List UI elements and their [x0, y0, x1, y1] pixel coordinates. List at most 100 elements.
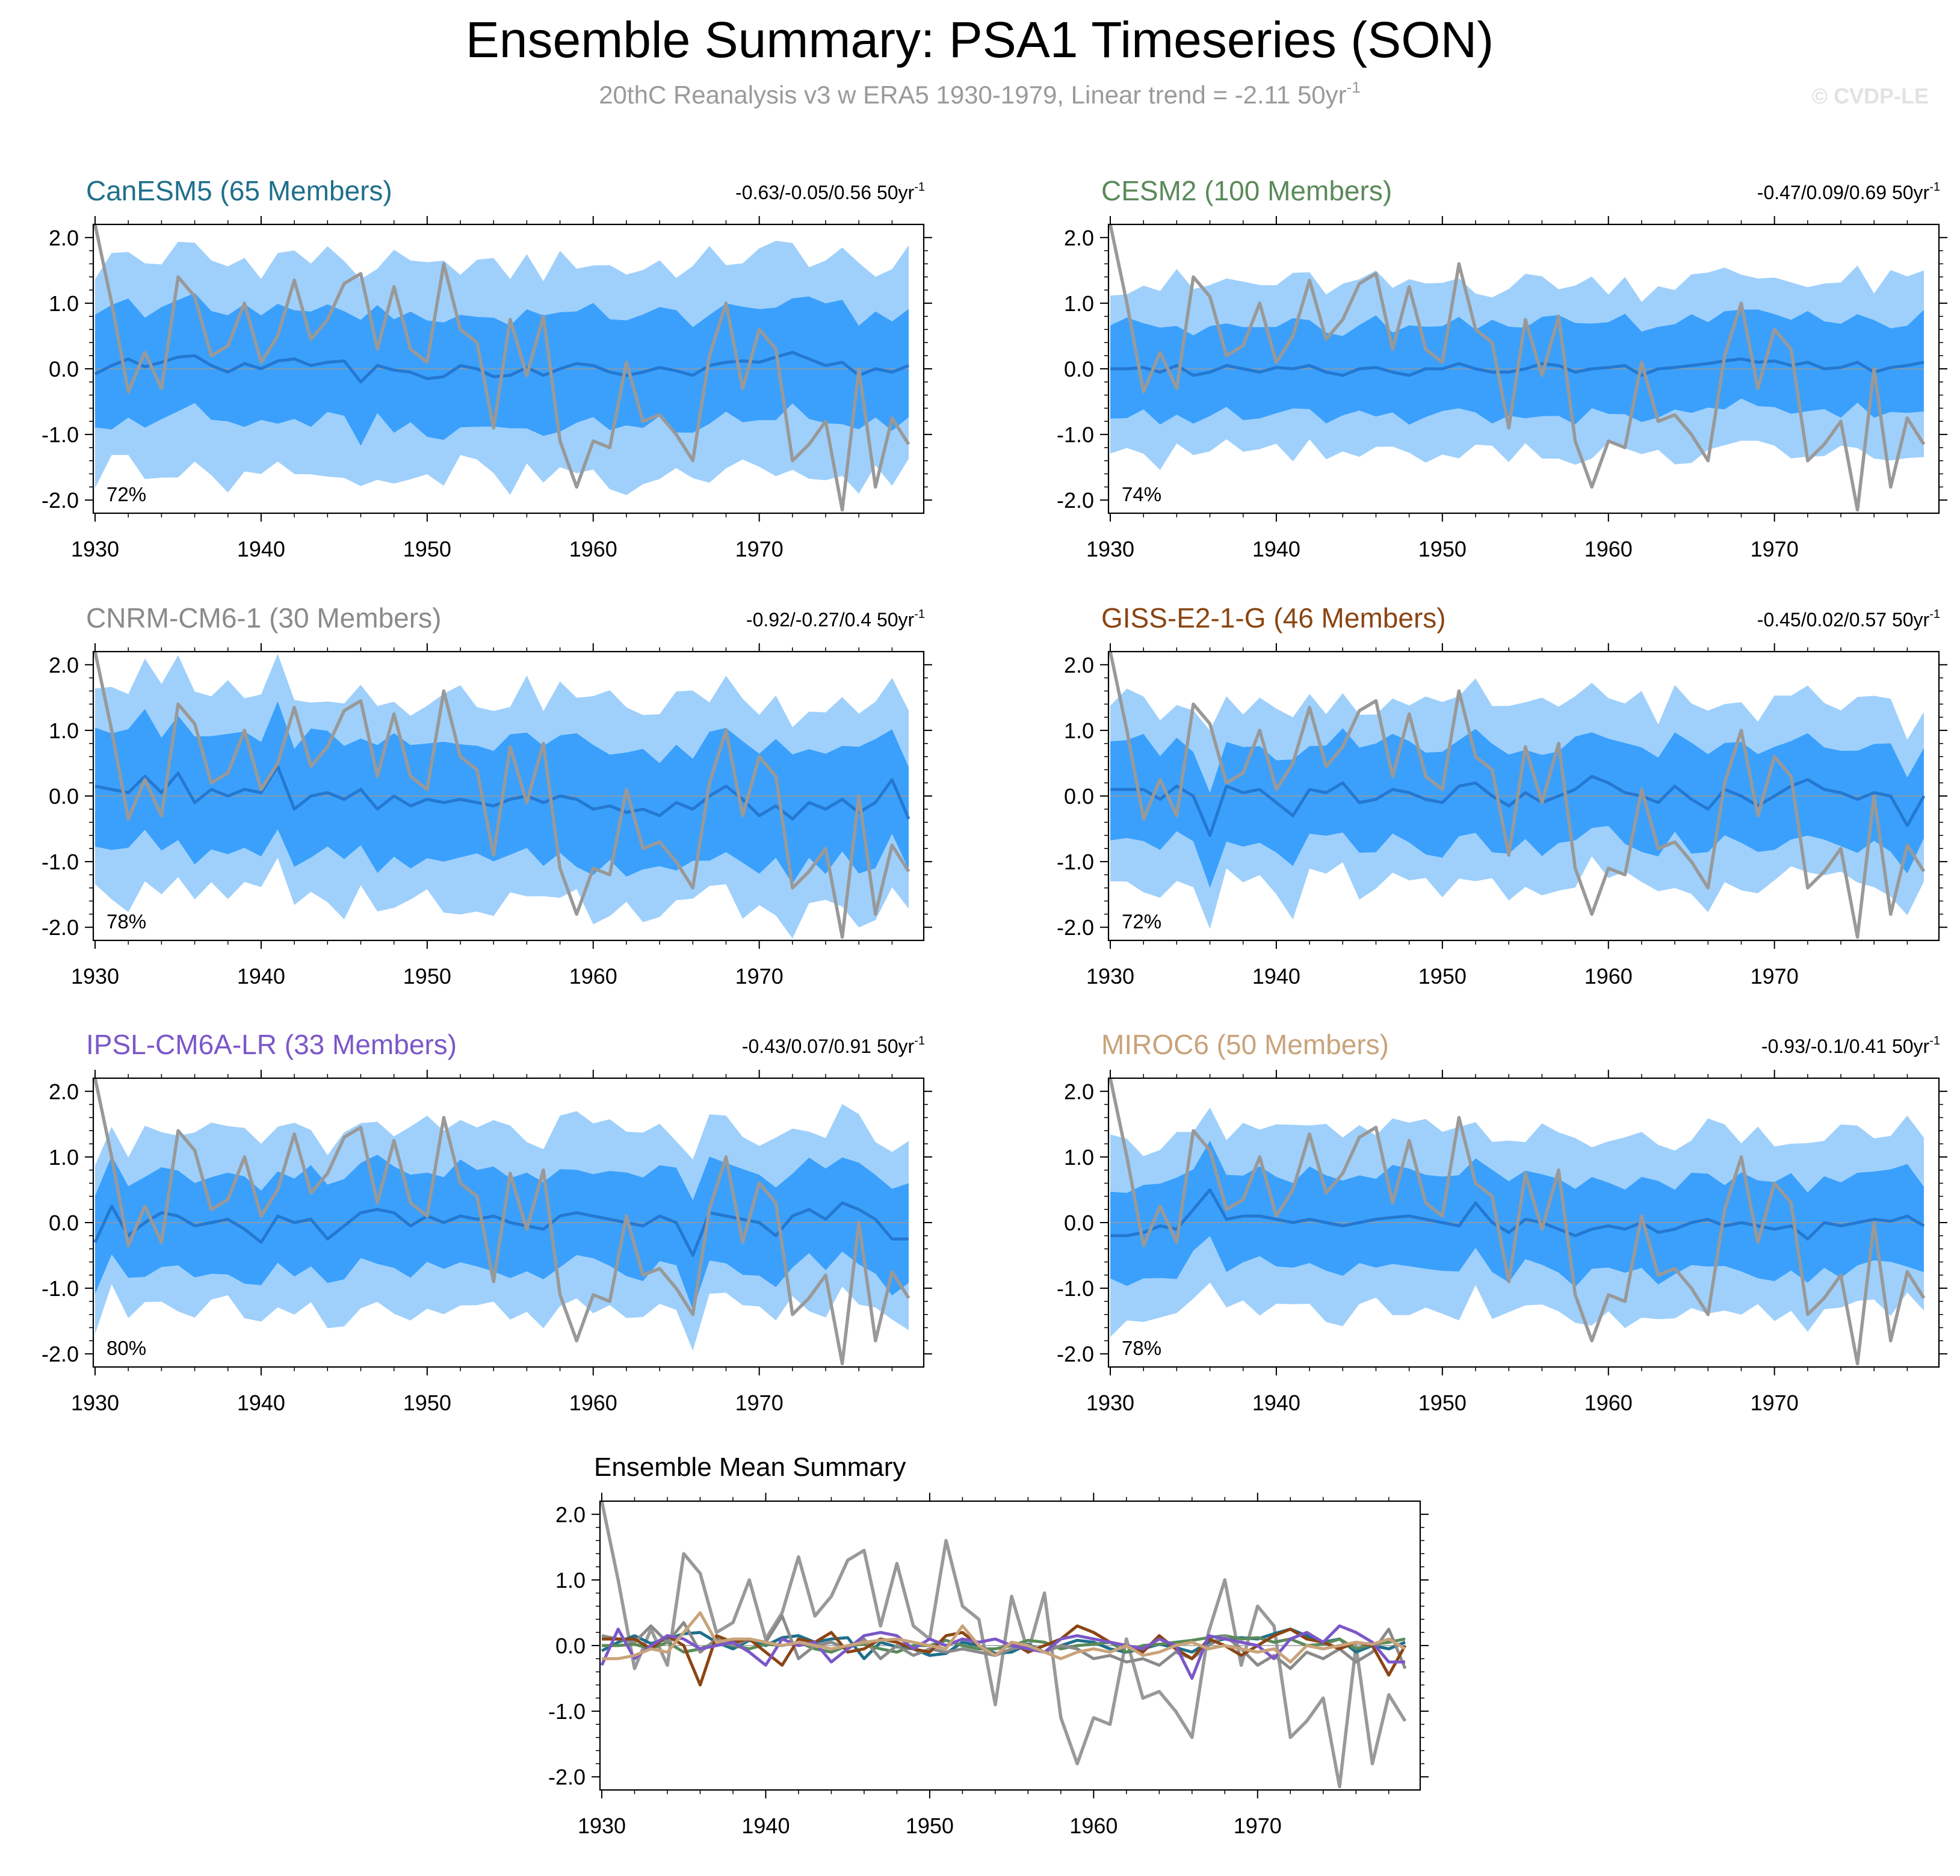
panel-trend-sup: -1: [914, 1034, 925, 1048]
panel-5-xtick-label: 1960: [569, 1390, 617, 1415]
panel-1-xtick-label: 1970: [735, 537, 784, 561]
panel-2-xtick-label: 1960: [1584, 537, 1633, 561]
panel-2-ytick-label: -1.0: [1057, 422, 1094, 447]
summary-ytick-label: 0.0: [555, 1634, 586, 1658]
panel-trend-value: -0.93/-0.1/0.41 50yr: [1761, 1035, 1930, 1057]
panel-5-xtick-label: 1930: [71, 1390, 119, 1415]
panel-1-xtick-label: 1930: [71, 537, 119, 561]
inner-spread-band: [1110, 1141, 1924, 1288]
panel-6-xtick-label: 1940: [1252, 1390, 1300, 1415]
panel-3-xtick-label: 1950: [403, 964, 451, 989]
panel-1-xtick-label: 1940: [237, 537, 285, 561]
panel-1-xtick-label: 1960: [569, 537, 617, 561]
panel-title: GISS-E2-1-G (46 Members): [1101, 602, 1446, 634]
panel-trend-value: -0.43/0.07/0.91 50yr: [742, 1035, 915, 1057]
panel-trend-sup: -1: [1929, 1034, 1940, 1048]
panel-5-ytick-label: 1.0: [49, 1145, 79, 1170]
panel-percent: 80%: [107, 1337, 146, 1359]
panel-2-xtick-label: 1940: [1252, 537, 1300, 561]
panel-2-ytick-label: -2.0: [1057, 488, 1094, 513]
panel-5-ytick-label: 2.0: [49, 1079, 79, 1104]
panel-4-xtick-label: 1970: [1751, 964, 1799, 989]
observed-line: [1108, 224, 1926, 512]
panel-2: -2.0 -1.0 0.0 1.0 2.0 1930 1940 1950 1960 1970 CES…: [1057, 175, 1947, 561]
figure-subtitle-main: 20thC Reanalysis v3 w ERA5 1930-1979, Li…: [599, 81, 1346, 109]
panel-4-xtick-label: 1940: [1252, 964, 1300, 989]
panel-trend: -0.43/0.07/0.91 50yr-1: [742, 1034, 925, 1057]
panel-5-ytick-label: -2.0: [42, 1342, 79, 1366]
watermark: © CVDP-LE: [1811, 84, 1929, 108]
panel-4-xtick-label: 1950: [1418, 964, 1467, 989]
panel-4-ytick-label: 0.0: [1064, 784, 1094, 809]
panel-4-ytick-label: 1.0: [1064, 718, 1094, 743]
panel-3: -2.0 -1.0 0.0 1.0 2.0 1930 1940 1950 1960 1970 CNR…: [42, 602, 932, 989]
panel-2-xtick-label: 1950: [1418, 537, 1467, 561]
panel-trend-sup: -1: [914, 181, 925, 194]
panel-trend-sup: -1: [1929, 608, 1940, 621]
panel-4-ytick-label: 2.0: [1064, 653, 1094, 677]
panel-3-xtick-label: 1960: [569, 964, 617, 989]
panel-6-ytick-label: 0.0: [1064, 1211, 1094, 1235]
panel-3-ytick-label: 2.0: [49, 653, 79, 677]
panel-5-xtick-label: 1970: [735, 1390, 784, 1415]
observed-line: [1108, 651, 1926, 939]
panel-1-ytick-label: 2.0: [49, 226, 79, 250]
summary-xtick-label: 1960: [1069, 1813, 1118, 1838]
panel-6-xtick-label: 1970: [1751, 1390, 1799, 1415]
summary-mean-line-6: [602, 1611, 1406, 1664]
observed-line: [1108, 1078, 1926, 1366]
panel-6-ytick-label: -2.0: [1057, 1342, 1094, 1366]
summary-panel: -2.0 -1.0 0.0 1.0 2.0 1930 1940 1950 1960 1970 Ens…: [548, 1452, 1429, 1838]
panel-5-ytick-label: 0.0: [49, 1211, 79, 1235]
panel-trend-value: -0.92/-0.27/0.4 50yr: [746, 609, 915, 631]
panel-3-ytick-label: 1.0: [49, 718, 79, 743]
panel-2-ytick-label: 2.0: [1064, 226, 1094, 250]
panel-4: -2.0 -1.0 0.0 1.0 2.0 1930 1940 1950 1960 1970 GIS…: [1057, 602, 1947, 989]
figure-title: Ensemble Summary: PSA1 Timeseries (SON): [466, 11, 1494, 68]
panel-2-xtick-label: 1970: [1751, 537, 1799, 561]
panel-title: MIROC6 (50 Members): [1101, 1029, 1389, 1060]
panel-1-ytick-label: -1.0: [42, 422, 79, 447]
panel-trend-value: -0.47/0.09/0.69 50yr: [1757, 182, 1930, 203]
panel-6-xtick-label: 1950: [1418, 1390, 1467, 1415]
panel-title: CNRM-CM6-1 (30 Members): [86, 602, 441, 634]
panel-1-ytick-label: 0.0: [49, 357, 79, 381]
panel-title: IPSL-CM6A-LR (33 Members): [86, 1029, 457, 1060]
summary-mean-line-5: [600, 1624, 1405, 1680]
panel-4-ytick-label: -2.0: [1057, 915, 1094, 940]
panel-2-ytick-label: 0.0: [1064, 357, 1094, 381]
panel-4-xtick-label: 1960: [1584, 964, 1633, 989]
panel-1-xtick-label: 1950: [403, 537, 451, 561]
panel-trend-value: -0.45/0.02/0.57 50yr: [1757, 609, 1930, 631]
panel-trend-value: -0.63/-0.05/0.56 50yr: [735, 182, 914, 203]
panel-6-ytick-label: 1.0: [1064, 1145, 1094, 1170]
panel-6: -2.0 -1.0 0.0 1.0 2.0 1930 1940 1950 1960 1970 MIR…: [1057, 1029, 1947, 1415]
panel-3-ytick-label: -2.0: [42, 915, 79, 940]
panel-3-xtick-label: 1930: [71, 964, 119, 989]
panel-trend: -0.92/-0.27/0.4 50yr-1: [746, 608, 925, 631]
observed-line: [93, 651, 910, 939]
observed-line: [93, 1078, 910, 1366]
panel-4-xtick-label: 1930: [1086, 964, 1134, 989]
panel-3-ytick-label: 0.0: [49, 784, 79, 809]
panel-percent: 72%: [107, 483, 146, 505]
panel-6-ytick-label: -1.0: [1057, 1276, 1094, 1301]
panel-2-ytick-label: 1.0: [1064, 291, 1094, 316]
figure-subtitle: 20thC Reanalysis v3 w ERA5 1930-1979, Li…: [599, 78, 1361, 109]
panel-trend: -0.45/0.02/0.57 50yr-1: [1757, 608, 1940, 631]
panel-title: CanESM5 (65 Members): [86, 175, 392, 206]
panel-5-xtick-label: 1940: [237, 1390, 285, 1415]
panel-5-ytick-label: -1.0: [42, 1276, 79, 1301]
panel-trend: -0.47/0.09/0.69 50yr-1: [1757, 181, 1940, 203]
panel-1: -2.0 -1.0 0.0 1.0 2.0 1930 1940 1950 1960 1970 Can…: [42, 175, 932, 561]
panel-4-ytick-label: -1.0: [1057, 850, 1094, 874]
panel-percent: 72%: [1122, 910, 1161, 933]
panel-3-xtick-label: 1970: [735, 964, 784, 989]
panel-1-ytick-label: 1.0: [49, 291, 79, 316]
summary-xtick-label: 1950: [906, 1813, 954, 1838]
summary-xtick-label: 1940: [741, 1813, 790, 1838]
summary-ytick-label: 2.0: [555, 1502, 586, 1527]
panel-percent: 74%: [1122, 483, 1161, 505]
